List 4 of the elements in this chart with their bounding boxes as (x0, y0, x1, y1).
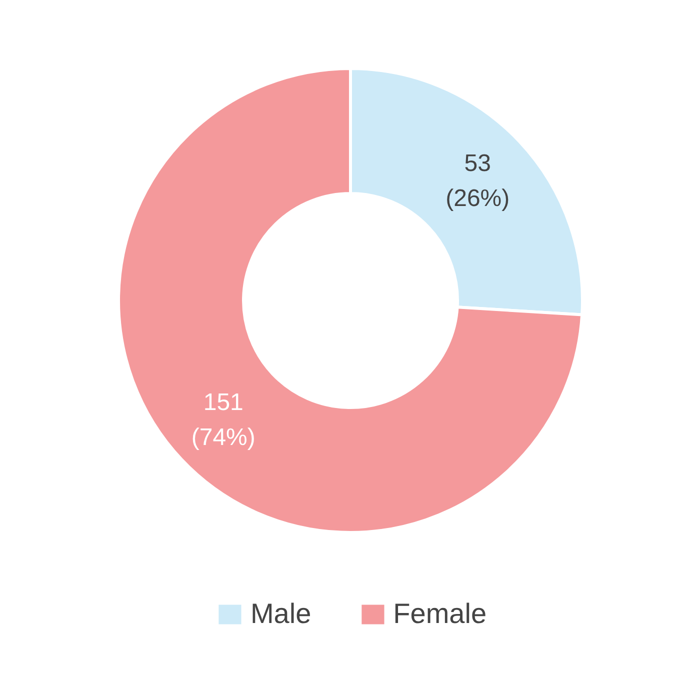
data-label: 151 (74%) (191, 388, 256, 452)
data-label: 53 (26%) (446, 150, 510, 212)
legend-label: Male (250, 598, 312, 630)
legend-label: Female (393, 598, 487, 630)
